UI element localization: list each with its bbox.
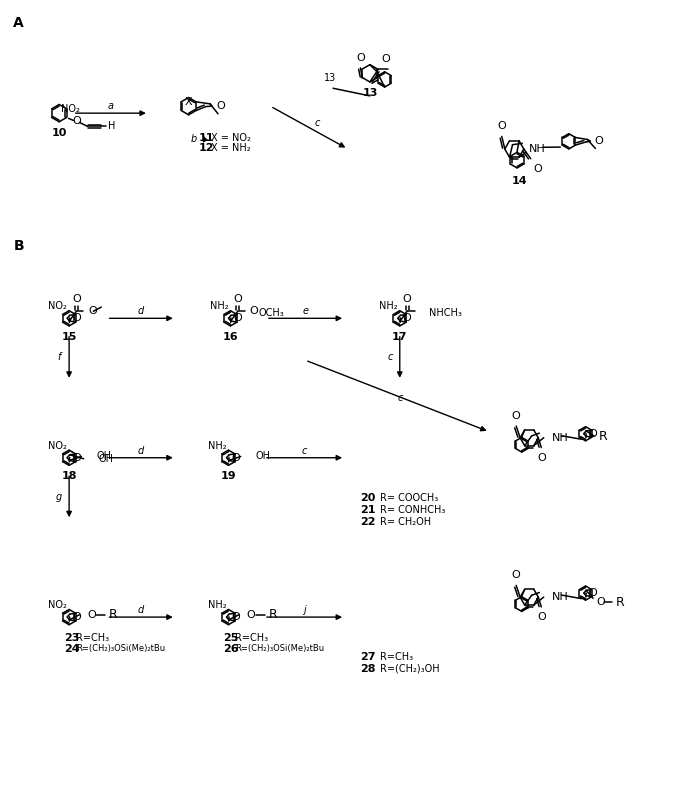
Text: O: O — [249, 307, 258, 316]
Text: O: O — [356, 53, 365, 63]
Text: O: O — [382, 54, 390, 65]
Text: NH: NH — [551, 433, 569, 443]
Text: R=CH₃: R=CH₃ — [380, 652, 413, 662]
Text: 27: 27 — [360, 652, 375, 662]
Text: NH₂: NH₂ — [379, 301, 397, 311]
Text: c: c — [314, 117, 320, 128]
Text: 21: 21 — [360, 504, 375, 515]
Text: R=(CH₂)₃OSi(Me)₂tBu: R=(CH₂)₃OSi(Me)₂tBu — [76, 644, 165, 652]
Text: d: d — [138, 307, 145, 316]
Text: g: g — [56, 492, 62, 502]
Text: O: O — [88, 307, 97, 316]
Text: R: R — [269, 608, 277, 621]
Text: R: R — [616, 596, 625, 609]
Text: O: O — [232, 453, 240, 463]
Text: NH: NH — [529, 144, 546, 154]
Text: NO₂: NO₂ — [61, 104, 80, 113]
Text: NO₂: NO₂ — [48, 301, 67, 311]
Text: OCH₃: OCH₃ — [259, 308, 284, 318]
Text: 20: 20 — [360, 492, 375, 503]
Text: 13: 13 — [362, 88, 377, 98]
Text: O: O — [403, 314, 412, 323]
Text: O: O — [534, 164, 543, 173]
Text: 15: 15 — [62, 332, 77, 342]
Text: O: O — [537, 452, 546, 463]
Text: NO₂: NO₂ — [48, 440, 67, 451]
Text: 23: 23 — [64, 633, 79, 643]
Text: O: O — [72, 314, 81, 323]
Text: NH: NH — [551, 592, 569, 602]
Text: X = NO₂: X = NO₂ — [210, 132, 251, 143]
Text: 26: 26 — [223, 644, 239, 653]
Text: 10: 10 — [51, 128, 67, 138]
Text: O: O — [216, 101, 225, 111]
Text: O: O — [247, 610, 255, 620]
Text: NH₂: NH₂ — [208, 440, 226, 451]
Text: NH₂: NH₂ — [208, 600, 226, 610]
Text: 24: 24 — [64, 644, 79, 653]
Text: OH: OH — [99, 454, 114, 464]
Text: 22: 22 — [360, 516, 375, 526]
Text: A: A — [13, 16, 24, 29]
Text: O: O — [87, 610, 96, 620]
Text: a: a — [108, 101, 114, 111]
Text: 11: 11 — [199, 132, 214, 143]
Text: 18: 18 — [62, 471, 77, 481]
Text: O: O — [597, 597, 606, 608]
Text: R: R — [599, 430, 608, 444]
Text: e: e — [303, 307, 308, 316]
Text: B: B — [13, 239, 24, 253]
Text: c: c — [302, 446, 307, 455]
Text: R=(CH₂)₃OH: R=(CH₂)₃OH — [380, 664, 440, 674]
Text: d: d — [138, 605, 145, 615]
Text: R=CH₃: R=CH₃ — [76, 633, 109, 643]
Text: X: X — [185, 97, 192, 107]
Text: O: O — [595, 136, 603, 147]
Text: O: O — [234, 294, 242, 304]
Text: 19: 19 — [221, 471, 236, 481]
Text: 16: 16 — [223, 332, 238, 342]
Text: 14: 14 — [512, 177, 527, 187]
Text: NH₂: NH₂ — [210, 301, 228, 311]
Text: O: O — [589, 588, 597, 598]
Text: O: O — [512, 411, 521, 421]
Text: O: O — [403, 294, 412, 304]
Text: OH: OH — [97, 452, 111, 462]
Text: c: c — [397, 393, 403, 403]
Text: c: c — [387, 352, 393, 362]
Text: O: O — [537, 612, 546, 622]
Text: O: O — [72, 294, 81, 304]
Text: O: O — [72, 453, 81, 463]
Text: 17: 17 — [392, 332, 408, 342]
Text: O: O — [512, 571, 521, 580]
Text: O: O — [234, 314, 242, 323]
Text: 12: 12 — [199, 143, 214, 153]
Text: b: b — [190, 134, 197, 143]
Text: 28: 28 — [360, 664, 375, 674]
Text: 25: 25 — [223, 633, 239, 643]
Text: 13: 13 — [324, 73, 336, 84]
Text: R: R — [109, 608, 118, 621]
Text: O: O — [72, 612, 81, 622]
Text: OH: OH — [256, 452, 271, 462]
Text: R= CH₂OH: R= CH₂OH — [380, 516, 431, 526]
Text: R=(CH₂)₃OSi(Me)₂tBu: R=(CH₂)₃OSi(Me)₂tBu — [236, 644, 325, 652]
Text: X = NH₂: X = NH₂ — [210, 143, 250, 153]
Text: d: d — [138, 446, 145, 455]
Text: NHCH₃: NHCH₃ — [429, 308, 462, 318]
Text: O: O — [72, 117, 81, 126]
Text: O: O — [589, 429, 597, 439]
Text: R=CH₃: R=CH₃ — [236, 633, 269, 643]
Text: H: H — [108, 121, 116, 132]
Text: R= CONHCH₃: R= CONHCH₃ — [380, 504, 445, 515]
Text: j: j — [303, 605, 306, 615]
Text: NO₂: NO₂ — [48, 600, 67, 610]
Text: O: O — [232, 612, 240, 622]
Text: f: f — [58, 352, 61, 362]
Text: O: O — [497, 121, 506, 132]
Text: R= COOCH₃: R= COOCH₃ — [380, 492, 438, 503]
